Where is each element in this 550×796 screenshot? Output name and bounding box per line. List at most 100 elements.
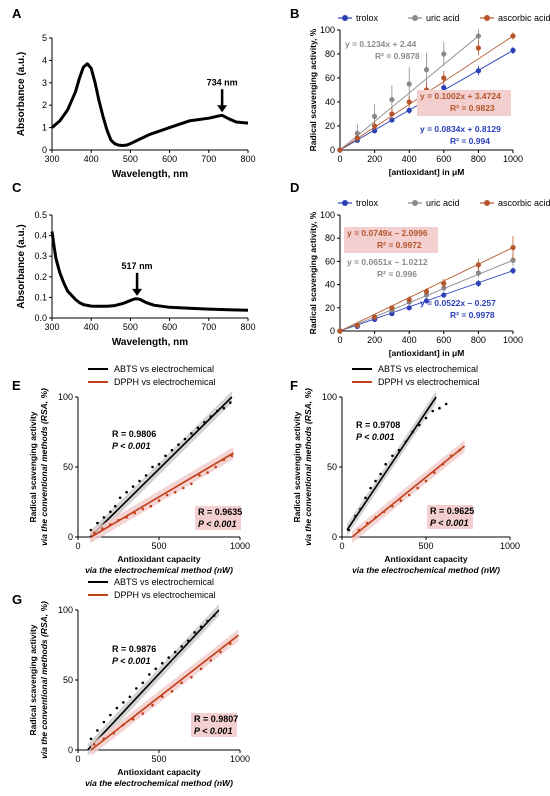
y-tick-label: 0.5 — [34, 210, 47, 220]
data-point — [135, 687, 138, 690]
peak-arrow-head — [217, 105, 228, 113]
data-point — [357, 528, 361, 532]
x-tick-label: 1000 — [503, 335, 523, 345]
x-tick-label: 0 — [339, 541, 344, 551]
data-point — [173, 650, 177, 654]
regression-line — [90, 634, 239, 751]
data-point — [423, 67, 430, 73]
spectrum-line — [51, 62, 249, 147]
data-point — [228, 642, 232, 645]
data-point — [372, 314, 378, 320]
data-point — [510, 257, 516, 263]
x-axis-title: Wavelength, nm — [112, 337, 188, 348]
x-axis-title: [antioxidant] in μM — [389, 348, 465, 358]
x-axis-title-line2: via the electrochemical method (nW) — [85, 565, 233, 575]
y-tick-label: 0.4 — [34, 231, 47, 241]
legend-label: DPPH vs electrochemical — [114, 377, 216, 387]
data-point — [382, 510, 386, 514]
legend-label: ABTS vs electrochemical — [114, 364, 214, 374]
regression-line — [90, 452, 234, 538]
x-tick-label: 200 — [367, 154, 382, 164]
legend-label: ascorbic acid — [498, 13, 550, 23]
data-point — [424, 479, 428, 483]
data-point — [180, 645, 183, 648]
equation-bg — [417, 90, 511, 116]
panel-B: B 0 200 400 600 800 1000 0 20 40 60 80 100 [antioxida… — [290, 6, 550, 177]
x-tick-label: 0 — [75, 754, 80, 764]
data-point — [102, 720, 106, 724]
x-tick-label: 500 — [151, 754, 166, 764]
stat-bg — [191, 713, 237, 737]
y-tick-label: 50 — [327, 462, 337, 472]
data-point — [125, 516, 128, 519]
data-point — [404, 440, 408, 444]
data-point — [164, 454, 167, 458]
x-tick-label: 600 — [162, 322, 177, 332]
legend-label: DPPH vs electrochemical — [114, 590, 216, 600]
fit-equation: y = 0.0651x – 1.0212 — [347, 257, 428, 267]
p-value: P < 0.001 — [430, 518, 468, 528]
stat-bg — [195, 506, 241, 530]
data-point — [411, 430, 414, 434]
y-axis-title: Radical scavenging activity, % — [308, 211, 318, 334]
data-point — [389, 97, 395, 103]
y-tick-label: 20 — [325, 303, 335, 313]
y-tick-label: 60 — [325, 73, 335, 83]
data-point — [510, 33, 516, 39]
y-tick-label: 0 — [42, 145, 47, 155]
legend-marker — [342, 200, 348, 206]
data-point — [173, 490, 177, 494]
data-point — [206, 471, 209, 474]
panel-letter-F: F — [290, 378, 298, 393]
legend-label: DPPH vs electrochemical — [378, 377, 480, 387]
data-point — [122, 701, 125, 704]
data-point — [417, 423, 421, 427]
data-point — [112, 731, 115, 735]
x-tick-label: 600 — [436, 154, 451, 164]
data-point — [510, 268, 516, 274]
y-tick-label: 100 — [58, 605, 73, 615]
y-tick-label: 60 — [325, 256, 335, 266]
data-point — [433, 471, 436, 474]
correlation-r: R = 0.9625 — [430, 506, 474, 516]
data-point — [372, 123, 378, 129]
data-point — [391, 504, 394, 508]
data-point — [199, 625, 203, 629]
data-point — [113, 504, 117, 508]
y-tick-label: 20 — [325, 121, 335, 131]
data-point — [441, 462, 445, 466]
data-point — [180, 681, 183, 685]
legend-label: trolox — [356, 13, 379, 23]
data-point — [196, 426, 200, 430]
legend-label: ABTS vs electrochemical — [114, 577, 214, 587]
y-tick-label: 100 — [320, 210, 335, 220]
data-point — [125, 490, 128, 494]
data-point — [154, 667, 158, 671]
data-point — [117, 518, 120, 522]
y-axis-title: Radical scavenging activity — [28, 411, 38, 522]
data-point — [160, 661, 164, 665]
x-tick-label: 0 — [75, 541, 80, 551]
data-point — [151, 465, 154, 469]
data-point — [109, 523, 112, 526]
y-axis-title: Radical scavenging activity — [292, 411, 302, 522]
data-point — [407, 493, 411, 497]
y-tick-label: 0.0 — [34, 313, 47, 323]
fit-equation: y = 0.0834x + 0.8129 — [420, 124, 501, 134]
panel-letter-D: D — [290, 180, 299, 195]
data-point — [122, 723, 125, 727]
data-point — [389, 305, 395, 311]
data-point — [177, 443, 180, 446]
data-point — [475, 280, 481, 287]
data-point — [102, 737, 106, 741]
x-tick-label: 1000 — [230, 541, 250, 551]
data-point — [354, 130, 360, 136]
data-point — [131, 717, 135, 721]
data-point — [475, 68, 481, 74]
legend-marker — [412, 200, 418, 206]
data-point — [203, 420, 206, 424]
data-point — [359, 507, 362, 511]
data-point — [214, 465, 217, 469]
y-tick-label: 80 — [325, 233, 335, 243]
data-point — [441, 75, 447, 81]
